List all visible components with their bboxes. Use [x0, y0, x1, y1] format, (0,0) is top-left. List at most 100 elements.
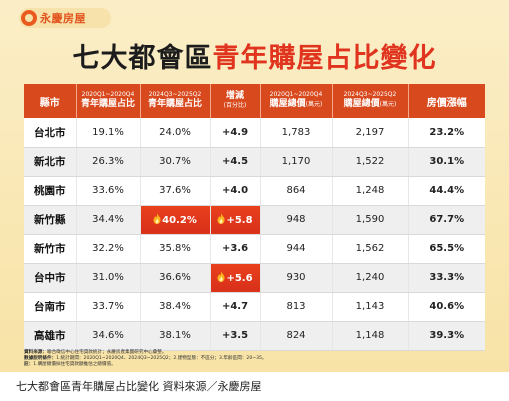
cell-share-2024: 30.7% — [140, 147, 211, 177]
flame-icon — [217, 213, 226, 226]
cell-price-growth: 23.2% — [408, 118, 485, 148]
cell-price-2024-value: 1,562 — [355, 243, 385, 254]
cell-price-2024-value: 1,143 — [355, 301, 385, 312]
cell-price-2024: 1,148 — [332, 321, 409, 351]
cell-price-growth-value: 40.6% — [429, 301, 465, 312]
infographic-card: 永慶房屋 七大都會區青年購屋占比變化 縣市 2020Q1~2020Q4 青年購屋… — [0, 0, 509, 372]
cell-change-value: +5.8 — [226, 215, 253, 226]
cell-share-2020: 33.6% — [76, 176, 141, 206]
cell-price-2020: 1,783 — [260, 118, 333, 148]
cell-share-2024-value: 38.4% — [159, 301, 191, 312]
cell-price-growth-value: 67.7% — [429, 214, 465, 225]
cell-price-2024: 1,562 — [332, 234, 409, 264]
data-table: 縣市 2020Q1~2020Q4 青年購屋占比 2024Q3~2025Q2 青年… — [24, 84, 485, 351]
cell-price-2020-value: 930 — [286, 272, 306, 283]
cell-price-2024: 1,143 — [332, 292, 409, 322]
cell-change-value: +4.9 — [221, 126, 249, 138]
header-change: 增減 (百分比) — [210, 84, 261, 118]
title-part-red: 青年購屋占比變化 — [212, 43, 437, 74]
table-row: 新北市 26.3% 30.7% +4.5 1,170 1,522 30.1% — [24, 147, 485, 177]
cell-price-growth-value: 44.4% — [429, 185, 465, 196]
cell-price-2020-value: 944 — [286, 243, 306, 254]
cell-share-2024: 35.8% — [140, 234, 211, 264]
cell-city: 高雄市 — [24, 321, 77, 351]
cell-city: 桃園市 — [24, 176, 77, 206]
cell-price-growth-value: 65.5% — [429, 243, 465, 254]
table-header-row: 縣市 2020Q1~2020Q4 青年購屋占比 2024Q3~2025Q2 青年… — [24, 84, 485, 118]
table-row: 台南市 33.7% 38.4% +4.7 813 1,143 40.6% — [24, 292, 485, 322]
cell-price-2020-value: 864 — [286, 185, 306, 196]
cell-city: 新竹市 — [24, 234, 77, 264]
table-row: 新竹市 32.2% 35.8% +3.6 944 1,562 65.5% — [24, 234, 485, 264]
footnote-conditions: 數據說明條件：1.統計期間：2020Q1~2020Q4、2024Q3~2025Q… — [24, 356, 267, 361]
cell-price-2020-value: 1,783 — [281, 126, 311, 138]
cell-change: +4.9 — [210, 118, 261, 148]
cell-change-value: +3.6 — [221, 243, 249, 254]
cell-share-2024-value: 40.2% — [162, 215, 197, 226]
cell-change-value: +4.5 — [221, 156, 249, 167]
cell-change: +4.7 — [210, 292, 261, 322]
cell-price-2024-value: 1,590 — [355, 214, 385, 225]
cell-price-growth: 67.7% — [408, 205, 485, 235]
page-title: 七大都會區青年購屋占比變化 — [0, 36, 509, 75]
cell-share-2020: 33.7% — [76, 292, 141, 322]
cell-price-growth-value: 39.3% — [429, 330, 465, 341]
cell-change: +3.5 — [210, 321, 261, 351]
table-row: 桃園市 33.6% 37.6% +4.0 864 1,248 44.4% — [24, 176, 485, 206]
cell-city-value: 台南市 — [34, 301, 66, 313]
cell-share-2024-value: 37.6% — [159, 185, 191, 196]
table-row: 台中市 31.0% 36.6% +5.6 930 1,240 33.3% — [24, 263, 485, 293]
cell-city-value: 新北市 — [34, 156, 66, 168]
cell-share-2024-value: 36.6% — [159, 272, 191, 283]
cell-price-2020-value: 948 — [286, 214, 306, 225]
cell-share-2024: 38.4% — [140, 292, 211, 322]
cell-change-value: +4.0 — [221, 185, 249, 196]
table-row: 新竹縣 34.4% 40.2% +5.8 948 1,590 67.7% — [24, 205, 485, 235]
cell-share-2020-value: 34.4% — [92, 214, 124, 225]
cell-price-growth: 30.1% — [408, 147, 485, 177]
cell-price-2020: 930 — [260, 263, 333, 293]
table-row: 台北市 19.1% 24.0% +4.9 1,783 2,197 23.2% — [24, 118, 485, 148]
cell-city: 新竹縣 — [24, 205, 77, 235]
cell-city-value: 桃園市 — [34, 185, 66, 197]
footnote-note: 註：1.購屋總價採住宅貸款額推估之總價值。 — [24, 362, 116, 367]
cell-price-2024-value: 1,248 — [355, 185, 385, 196]
cell-share-2024-value: 35.8% — [159, 243, 191, 254]
cell-city: 台中市 — [24, 263, 77, 293]
footnote-source: 資料來源：聯合徵信中心住宅貸款統計；永慶房產集團研究中心彙整。 — [24, 350, 167, 355]
cell-price-2024: 1,248 — [332, 176, 409, 206]
cell-share-2024: 37.6% — [140, 176, 211, 206]
cell-share-2020-value: 26.3% — [92, 156, 124, 167]
cell-share-2020: 26.3% — [76, 147, 141, 177]
cell-share-2024: 40.2% — [140, 205, 211, 235]
cell-city-value: 新竹縣 — [34, 214, 66, 226]
cell-change-value: +4.7 — [221, 301, 249, 312]
cell-price-2020-value: 824 — [286, 330, 306, 341]
cell-price-growth: 40.6% — [408, 292, 485, 322]
header-city: 縣市 — [24, 84, 77, 118]
cell-city-value: 台中市 — [34, 272, 66, 284]
brand-logo: 永慶房屋 — [19, 8, 111, 28]
cell-share-2020: 19.1% — [76, 118, 141, 148]
image-caption: 七大都會區青年購屋占比變化 資料來源／永慶房屋 — [16, 380, 262, 393]
cell-share-2020-value: 33.7% — [92, 301, 124, 312]
cell-share-2020: 34.4% — [76, 205, 141, 235]
cell-share-2020: 32.2% — [76, 234, 141, 264]
header-share-2024: 2024Q3~2025Q2 青年購屋占比 — [140, 84, 211, 118]
cell-change: +5.8 — [210, 205, 261, 235]
cell-price-2020: 813 — [260, 292, 333, 322]
cell-price-2024-value: 2,197 — [355, 126, 385, 138]
footnotes: 資料來源：聯合徵信中心住宅貸款統計；永慶房產集團研究中心彙整。 數據說明條件：1… — [24, 350, 485, 368]
cell-price-2024-value: 1,522 — [355, 156, 385, 167]
cell-share-2024: 36.6% — [140, 263, 211, 293]
cell-price-growth: 44.4% — [408, 176, 485, 206]
cell-change-value: +3.5 — [221, 330, 249, 341]
cell-share-2024-value: 38.1% — [159, 330, 191, 341]
data-table-container: 縣市 2020Q1~2020Q4 青年購屋占比 2024Q3~2025Q2 青年… — [24, 84, 485, 351]
cell-share-2020-value: 34.6% — [92, 330, 124, 341]
cell-share-2020: 31.0% — [76, 263, 141, 293]
cell-share-2020: 34.6% — [76, 321, 141, 351]
header-price-2020: 2020Q1~2020Q4 購屋總價(萬元) — [260, 84, 333, 118]
header-price-growth: 房價漲幅 — [408, 84, 485, 118]
cell-city: 新北市 — [24, 147, 77, 177]
